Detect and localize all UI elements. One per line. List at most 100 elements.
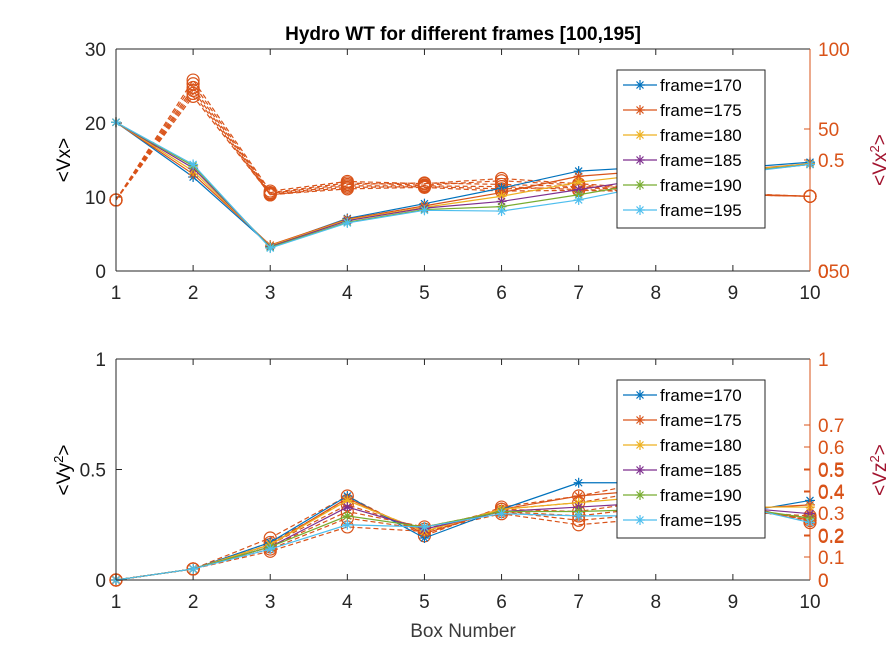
x-tick-label: 8 [650, 283, 661, 304]
y-tick-label: 10 [85, 188, 106, 209]
point-stroke [189, 160, 198, 169]
legend-label: frame=195 [660, 201, 742, 220]
x-axis-label: Box Number [410, 621, 516, 642]
x-tick-label: 6 [496, 592, 507, 613]
x-tick-label: 5 [419, 592, 430, 613]
series-point [573, 477, 584, 488]
legend-marker [636, 206, 644, 214]
x-tick-label: 3 [265, 283, 276, 304]
top-right-axis-label-text: <Vx2> [867, 134, 891, 186]
point-stroke [574, 172, 583, 181]
legend-label: frame=185 [660, 461, 742, 480]
bottom-right-axis-label: <Vz2> [867, 444, 891, 496]
legend-marker [636, 391, 644, 399]
plots-layer: 1 2 3 4 5 6 7 8 9 100102030000.550100050frame=170… [80, 40, 850, 613]
point-stroke [420, 523, 429, 531]
right-tick-label: 0.5 [818, 460, 844, 481]
legend-label: frame=170 [660, 386, 742, 405]
x-tick-label: 10 [799, 592, 820, 613]
legend: frame=170 frame=175 frame=180 frame=185 fram… [616, 379, 766, 539]
series-point [496, 508, 507, 519]
x-tick-label: 10 [799, 283, 820, 304]
series-point [419, 521, 430, 532]
point-stroke [574, 196, 583, 204]
legend-label: frame=185 [660, 151, 742, 170]
point-stroke [497, 509, 506, 518]
point-stroke [497, 207, 506, 215]
right-tick-label: 50 [818, 120, 839, 141]
dashed-series-point [417, 176, 432, 190]
x-tick-label: 4 [342, 283, 353, 304]
bottom-y-axis-label-text: <Vy2> [51, 445, 75, 496]
dashed-series-point [186, 562, 200, 576]
legend-box [616, 69, 766, 229]
right-tick-label: 0.2 [818, 526, 844, 547]
series-point [265, 544, 276, 555]
point-stroke [343, 218, 352, 227]
point-stroke [574, 492, 583, 500]
axes-bottom: 1 2 3 4 5 6 7 8 9 1000.51000.10.20.20.30.40.40.50… [80, 350, 845, 613]
x-tick-label: 4 [342, 592, 353, 613]
series-point [342, 519, 353, 530]
dashed-series-point [263, 188, 277, 202]
y-tick-label: 0 [95, 262, 106, 283]
point-stroke [574, 511, 583, 520]
series-point [573, 510, 584, 521]
x-tick-label: 1 [111, 283, 122, 304]
dashed-series-line [115, 89, 811, 201]
point-stroke [343, 511, 352, 520]
series-point [265, 243, 276, 254]
point-stroke [189, 565, 198, 573]
x-tick-label: 7 [573, 592, 584, 613]
legend-marker [636, 81, 644, 89]
point-stroke [343, 503, 352, 511]
dashed-series-point [186, 89, 200, 103]
series-point [342, 495, 353, 506]
right-tick-label: 0.7 [818, 416, 844, 437]
legend-box [616, 379, 766, 539]
legend-label: frame=180 [660, 126, 742, 145]
right-tick-label: 0.6 [818, 438, 844, 459]
right-tick-label: 0 [818, 262, 829, 283]
legend-marker [636, 466, 644, 474]
axes-top: 1 2 3 4 5 6 7 8 9 100102030000.550100050frame=170… [85, 40, 850, 304]
series-point [342, 502, 353, 513]
legend-label: frame=195 [660, 511, 742, 530]
point-stroke [343, 520, 352, 529]
right-tick-label: 0 [818, 571, 829, 592]
right-tick-label: 0.4 [818, 482, 845, 503]
point-stroke [574, 478, 583, 487]
bottom-right-axis-label-text: <Vz2> [867, 444, 891, 496]
x-tick-label: 9 [728, 592, 739, 613]
right-tick-label: 0.1 [818, 548, 844, 569]
legend-marker [636, 106, 644, 114]
series-point [342, 217, 353, 228]
series-point [419, 205, 430, 216]
legend-marker [636, 416, 644, 424]
series-point [188, 563, 199, 574]
y-tick-label: 1 [95, 350, 106, 371]
right-tick-label: 100 [818, 40, 850, 61]
legend: frame=170 frame=175 frame=180 frame=185 fram… [616, 69, 766, 229]
x-tick-label: 7 [573, 283, 584, 304]
legend-label: frame=180 [660, 436, 742, 455]
dashed-series-point [186, 86, 200, 101]
dashed-series-line [115, 79, 811, 201]
series-point [188, 159, 199, 170]
right-tick-label: 0.5 [818, 151, 844, 172]
legend-marker [636, 516, 644, 524]
legend-label: frame=190 [660, 486, 742, 505]
x-tick-label: 5 [419, 283, 430, 304]
top-y-axis-label: <Vx> [54, 138, 75, 182]
legend-label: frame=175 [660, 411, 742, 430]
point-stroke [574, 178, 583, 187]
x-tick-label: 8 [650, 592, 661, 613]
y-tick-label: 0 [95, 571, 106, 592]
series-point [573, 194, 584, 205]
x-tick-label: 3 [265, 592, 276, 613]
right-tick-label: 1 [818, 350, 829, 371]
right-tick-label-overlap: 050 [818, 262, 850, 283]
right-tick-label: 0.2 [818, 527, 844, 548]
x-tick-label: 9 [728, 283, 739, 304]
y-tick-label: 20 [85, 114, 106, 135]
